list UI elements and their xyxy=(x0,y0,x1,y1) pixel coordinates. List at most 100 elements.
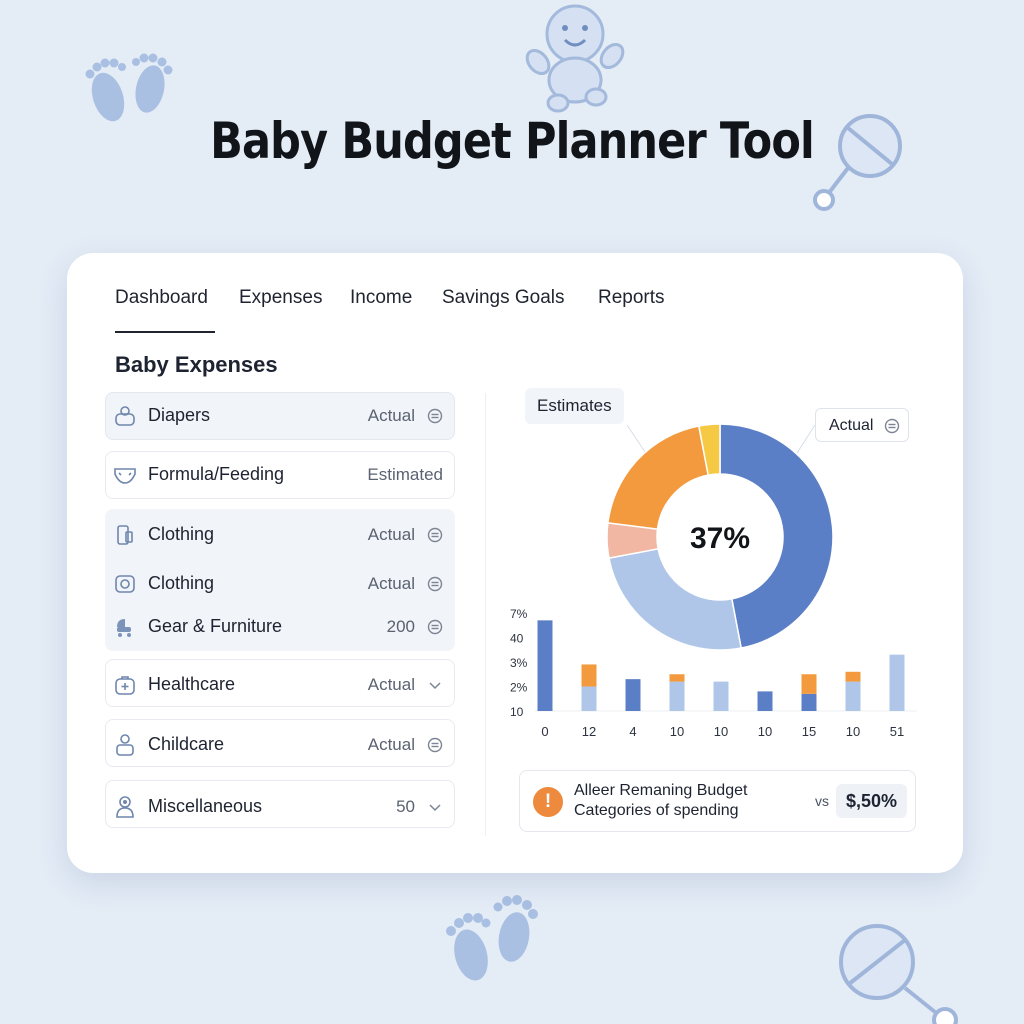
list-item-bg xyxy=(105,780,455,828)
actual-button-label: Actual xyxy=(829,417,874,434)
donut-center-label: 37% xyxy=(690,522,750,555)
expense-status: Actual xyxy=(367,406,415,425)
exclamation-icon: ! xyxy=(533,787,563,817)
expense-label: Clothing xyxy=(148,573,215,593)
y-tick-label: 3% xyxy=(510,656,528,670)
x-tick-label: 10 xyxy=(714,724,728,739)
y-tick-label: 7% xyxy=(510,607,528,621)
bar-segment xyxy=(801,693,817,711)
baby-footprints-icon xyxy=(85,53,173,122)
dashboard-card: Dashboard Expenses Income Savings Goals … xyxy=(67,253,963,873)
y-tick-label: 40 xyxy=(510,632,524,646)
bar-segment xyxy=(625,679,641,711)
expense-label: Gear & Furniture xyxy=(148,616,283,636)
x-tick-label: 10 xyxy=(670,724,684,739)
list-item-bg xyxy=(105,451,455,499)
expense-label: Clothing xyxy=(148,524,215,544)
toggle-icon[interactable] xyxy=(427,527,443,543)
diaper-icon xyxy=(114,468,136,484)
toggle-icon[interactable] xyxy=(427,737,443,753)
rattle-icon xyxy=(813,114,902,211)
onesie-icon xyxy=(115,575,135,593)
toggle-icon[interactable] xyxy=(427,576,443,592)
donut-slice xyxy=(719,423,834,649)
medical-kit-icon xyxy=(115,676,135,695)
estimates-label: Estimates xyxy=(525,388,624,424)
alert-title: Alleer Remaning Budget xyxy=(574,782,748,799)
bar-segment xyxy=(889,654,905,711)
expense-item-miscellaneous[interactable]: Miscellaneous 50 xyxy=(105,783,455,831)
charts-area: 37% 7% 40 3% 2% 10 0 12 4 10 10 10 15 10 51 xyxy=(510,423,917,739)
chevron-down-icon[interactable] xyxy=(427,799,443,815)
x-tick-label: 51 xyxy=(890,724,904,739)
expense-label: Formula/Feeding xyxy=(148,464,285,484)
tab-expenses[interactable]: Expenses xyxy=(239,287,323,308)
donut-slice xyxy=(607,425,710,530)
bar-segment-top xyxy=(801,674,817,694)
expense-group xyxy=(105,509,455,651)
bar-segment-top xyxy=(669,674,685,682)
list-item-bg xyxy=(105,719,455,767)
alert-subtitle: Categories of spending xyxy=(574,802,739,819)
actual-toggle-button[interactable]: Actual xyxy=(815,408,909,442)
bar-segment xyxy=(581,686,597,711)
tab-dashboard[interactable]: Dashboard xyxy=(115,287,208,308)
tab-income[interactable]: Income xyxy=(350,287,413,308)
panel-divider xyxy=(485,393,486,836)
chevron-down-icon[interactable] xyxy=(427,677,443,693)
clothing-icon xyxy=(117,525,133,545)
expense-item-diapers[interactable]: Diapers Actual xyxy=(105,392,455,440)
bar-segment-top xyxy=(581,664,597,687)
expense-status: Actual xyxy=(367,525,415,544)
alert-vs: vs xyxy=(815,793,829,809)
leader-line xyxy=(796,424,816,454)
expense-status: Estimated xyxy=(367,465,443,484)
expense-item-gear-furniture[interactable]: Gear & Furniture 200 xyxy=(105,603,455,651)
expense-label: Miscellaneous xyxy=(148,796,263,816)
budget-alert[interactable]: ! Alleer Remaning Budget Categories of s… xyxy=(519,770,916,832)
y-tick-label: 2% xyxy=(510,681,528,695)
bar-segment-top xyxy=(845,671,861,682)
active-tab-indicator xyxy=(115,331,215,333)
x-tick-label: 10 xyxy=(758,724,772,739)
bar-segment xyxy=(845,681,861,711)
baby-icon xyxy=(116,796,134,818)
expense-item-healthcare[interactable]: Healthcare Actual xyxy=(105,661,455,709)
expense-item-formula-feeding[interactable]: Formula/Feeding Estimated xyxy=(105,451,455,499)
baby-footprints-icon xyxy=(446,895,538,981)
list-item-bg xyxy=(105,392,455,440)
x-tick-label: 10 xyxy=(846,724,860,739)
tab-reports[interactable]: Reports xyxy=(598,287,665,308)
stroller-icon xyxy=(117,619,131,637)
page-title: Baby Budget Planner Tool xyxy=(210,112,815,170)
tab-savings-goals[interactable]: Savings Goals xyxy=(442,287,565,308)
toggle-icon xyxy=(884,418,900,434)
expense-item-clothing[interactable]: Clothing Actual xyxy=(105,560,455,608)
x-tick-label: 4 xyxy=(629,724,636,739)
expense-status: Actual xyxy=(367,675,415,694)
bar-segment xyxy=(713,681,729,711)
expense-item-clothing[interactable]: Clothing Actual xyxy=(105,511,455,559)
expense-status: Actual xyxy=(367,735,415,754)
x-tick-label: 12 xyxy=(582,724,596,739)
list-item-bg xyxy=(105,659,455,707)
rattle-icon xyxy=(839,924,958,1024)
expense-status: 50 xyxy=(396,797,415,816)
x-tick-label: 15 xyxy=(802,724,816,739)
expense-label: Diapers xyxy=(148,405,211,425)
x-tick-label: 0 xyxy=(541,724,548,739)
expense-status: 200 xyxy=(386,617,415,636)
teddy-baby-icon xyxy=(525,4,625,113)
expense-item-childcare[interactable]: Childcare Actual xyxy=(105,721,455,769)
toggle-icon[interactable] xyxy=(427,408,443,424)
donut-slice xyxy=(608,547,743,651)
expense-label: Childcare xyxy=(148,734,225,754)
bar-segment xyxy=(757,691,773,711)
donut-slice xyxy=(697,423,721,476)
alert-value: $,50% xyxy=(836,784,908,818)
expense-status: Actual xyxy=(367,574,415,593)
bar-segment xyxy=(669,681,685,711)
diaper-bag-icon xyxy=(115,406,135,426)
childcare-icon xyxy=(116,734,134,756)
toggle-icon[interactable] xyxy=(427,619,443,635)
